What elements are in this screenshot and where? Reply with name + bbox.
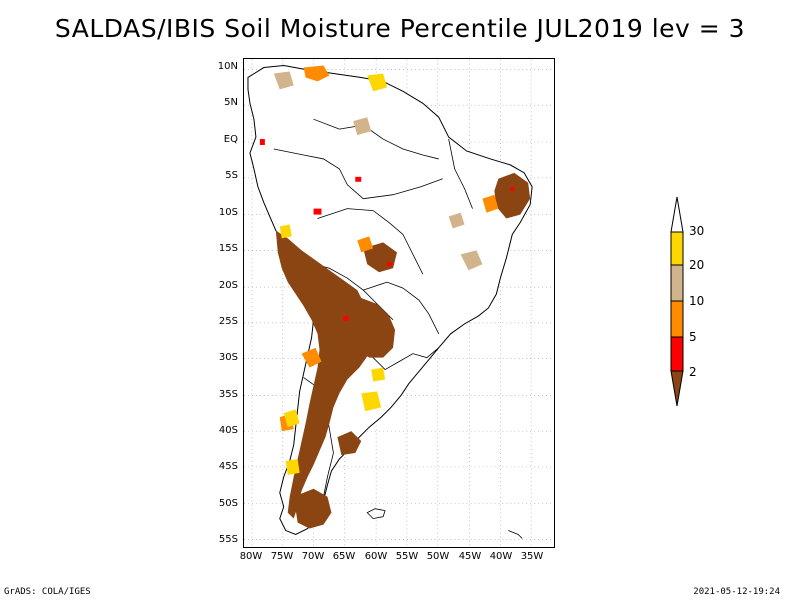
footer-timestamp: 2021-05-12-19:24 [693,587,780,597]
lon-label-60w: 60W [364,551,388,562]
lon-label-80w: 80W [239,551,263,562]
falkland-islands [366,508,386,520]
lat-label-5n: 5N [224,97,238,108]
footer-credit: GrADS: COLA/IGES [4,587,91,597]
lat-label-45s: 45S [218,461,238,472]
lon-label-70w: 70W [301,551,325,562]
soil-moisture-shading [259,65,531,529]
lon-label-35w: 35W [520,551,544,562]
colorbar-20-30 [670,231,684,266]
map-title: SALDAS/IBIS Soil Moisture Percentile JUL… [54,14,746,43]
colorbar-label-5: 5 [689,330,697,344]
lat-label-5s: 5S [225,170,238,181]
colorbar-label-30: 30 [689,224,705,238]
lon-label-45w: 45W [458,551,482,562]
lon-label-50w: 50W [426,551,450,562]
lon-label-75w: 75W [270,551,294,562]
colorbar-top-30 [670,196,684,233]
lat-label-30s: 30S [218,352,238,363]
colorbar-2-5 [670,336,684,372]
lon-label-55w: 55W [395,551,419,562]
lon-label-65w: 65W [332,551,356,562]
colorbar [670,196,684,407]
lat-label-eq: EQ [223,134,238,145]
lat-label-10s: 10S [218,207,238,218]
lat-label-40s: 40S [218,425,238,436]
lat-label-50s: 50S [218,498,238,509]
colorbar-label-2: 2 [689,365,697,379]
lat-label-20s: 20S [218,280,238,291]
colorbar-10-20 [670,264,684,302]
colorbar-label-20: 20 [689,258,705,272]
colorbar-bottom-2 [670,370,684,407]
colorbar-5-10 [670,300,684,338]
lat-label-15s: 15S [218,243,238,254]
lat-label-25s: 25S [218,316,238,327]
south-america-map [243,58,555,548]
lon-label-40w: 40W [489,551,513,562]
lat-label-10n: 10N [217,61,238,72]
lat-label-35s: 35S [218,389,238,400]
colorbar-label-10: 10 [689,294,705,308]
south-georgia [508,530,523,539]
lat-label-55s: 55S [218,534,238,545]
